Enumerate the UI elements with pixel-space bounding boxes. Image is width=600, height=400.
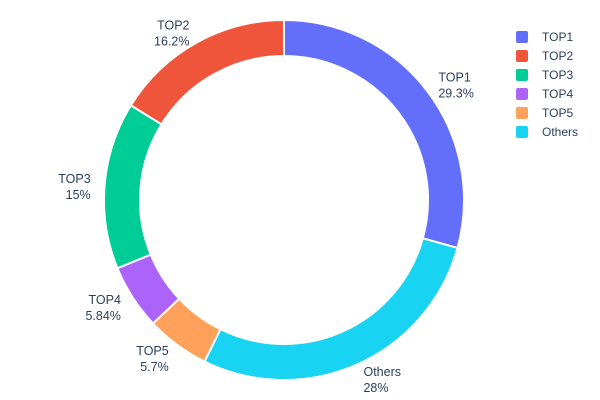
slice-label-top3: TOP3 15%: [58, 172, 90, 202]
pie-slice-top3[interactable]: [103, 104, 163, 270]
legend-label: TOP3: [542, 67, 574, 82]
legend-item-others[interactable]: Others: [516, 122, 578, 141]
slice-label-percent: 15%: [66, 188, 91, 202]
legend-item-top3[interactable]: TOP3: [516, 65, 578, 84]
legend-item-top4[interactable]: TOP4: [516, 84, 578, 103]
slice-label-name: TOP5: [136, 344, 168, 358]
slice-label-top4: TOP4 5.84%: [85, 293, 121, 323]
legend-item-top2[interactable]: TOP2: [516, 46, 578, 65]
slice-label-percent: 16.2%: [154, 35, 189, 49]
legend-label: TOP2: [542, 48, 574, 63]
slice-label-percent: 5.7%: [140, 360, 169, 374]
slice-label-top2: TOP2 16.2%: [154, 19, 190, 49]
pie-slice-top1[interactable]: [283, 19, 465, 249]
legend-label: TOP4: [542, 86, 574, 101]
legend-item-top1[interactable]: TOP1: [516, 27, 578, 46]
slice-label-name: TOP1: [438, 70, 470, 84]
slice-label-name: TOP4: [88, 293, 120, 307]
slice-label-top5: TOP5 5.7%: [136, 344, 168, 374]
slice-label-others: Others 28%: [363, 365, 401, 395]
legend-label: TOP5: [542, 105, 574, 120]
legend-swatch-top2: [516, 49, 528, 62]
legend-swatch-top3: [516, 68, 528, 81]
slice-label-percent: 28%: [363, 381, 388, 395]
pie-slice-top2[interactable]: [129, 19, 285, 126]
pie-slice-others[interactable]: [203, 237, 459, 381]
slice-label-top1: TOP1 29.3%: [438, 70, 473, 100]
slice-label-percent: 29.3%: [438, 86, 473, 100]
legend-swatch-top5: [516, 106, 528, 119]
slice-label-name: TOP2: [157, 19, 189, 33]
slice-label-percent: 5.84%: [85, 309, 120, 323]
legend-swatch-others: [516, 125, 528, 138]
legend-item-top5[interactable]: TOP5: [516, 103, 578, 122]
legend-label: Others: [542, 124, 579, 139]
chart-legend: TOP1 TOP2 TOP3 TOP4 TOP5 Others: [516, 27, 578, 141]
legend-swatch-top4: [516, 87, 528, 100]
legend-swatch-top1: [516, 30, 528, 43]
slice-label-name: Others: [363, 365, 401, 379]
slice-label-name: TOP3: [58, 172, 90, 186]
legend-label: TOP1: [542, 29, 574, 44]
